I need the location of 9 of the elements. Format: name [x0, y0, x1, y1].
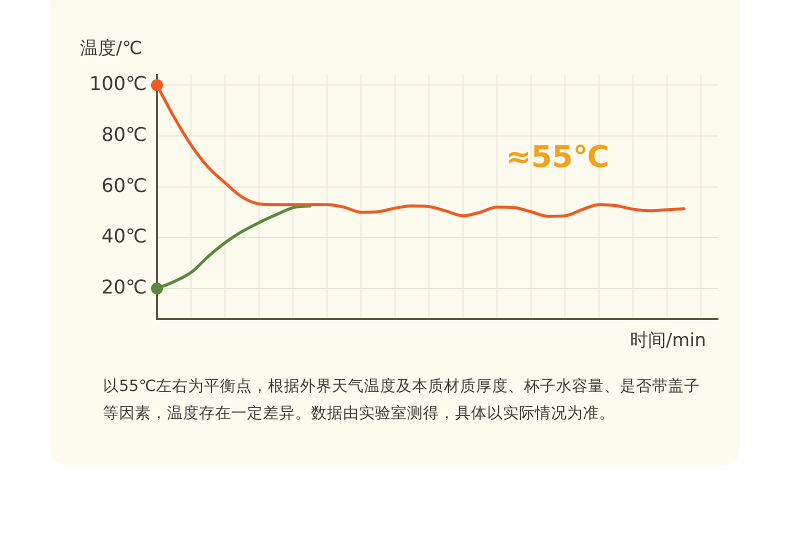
text: 以55℃左右为平衡点，根据外界天气温度及本质材质厚度、杯子水容量、是否带盖子等因素，温度存在一定差异。数据由实验室测得，具体以实际情况为准。: [103, 376, 702, 424]
y-tick-label: 20℃: [101, 276, 147, 298]
annotation: ≈55℃: [506, 140, 610, 175]
y-tick-label: 60℃: [101, 174, 147, 197]
y-tick-label: 40℃: [101, 226, 147, 248]
x-axis-title: 时间/min: [630, 329, 706, 352]
y-axis-title: 温度/℃: [80, 37, 142, 60]
y-tick-label: 100℃: [89, 73, 147, 96]
y-tick-label: 80℃: [101, 124, 147, 146]
